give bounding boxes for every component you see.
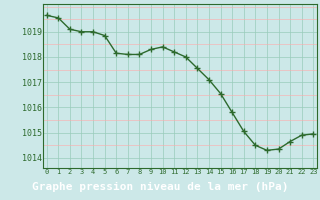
Text: Graphe pression niveau de la mer (hPa): Graphe pression niveau de la mer (hPa) — [32, 182, 288, 192]
